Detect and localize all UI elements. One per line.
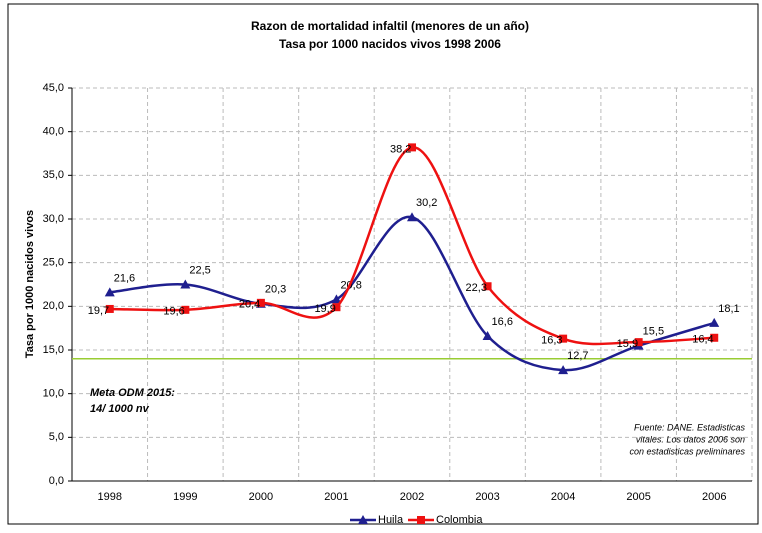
x-tick-label: 1998 — [98, 491, 122, 503]
y-tick-label: 40,0 — [43, 126, 64, 138]
marker — [710, 333, 719, 342]
data-label: 30,2 — [416, 197, 437, 209]
data-label: 19,6 — [163, 306, 184, 318]
x-tick-label: 1999 — [173, 491, 197, 503]
data-label: 16,4 — [692, 334, 713, 346]
source-note: con estadisticas preliminares — [629, 446, 745, 456]
legend-marker — [417, 516, 425, 524]
data-label: 20,3 — [265, 284, 286, 296]
data-label: 16,3 — [541, 335, 562, 347]
data-label: 38,2 — [390, 143, 411, 155]
marker — [483, 282, 492, 291]
chart-subtitle: Tasa por 1000 nacidos vivos 1998 2006 — [279, 37, 501, 51]
data-label: 15,9 — [617, 338, 638, 350]
legend-label: Colombia — [436, 514, 483, 526]
y-tick-label: 25,0 — [43, 257, 64, 269]
marker — [482, 331, 493, 341]
data-label: 18,1 — [718, 303, 739, 315]
series-line — [109, 146, 715, 346]
y-tick-label: 45,0 — [43, 82, 64, 94]
marker — [331, 294, 342, 304]
y-tick-label: 5,0 — [49, 431, 64, 443]
target-label: 14/ 1000 nv — [90, 403, 150, 415]
y-tick-label: 35,0 — [43, 169, 64, 181]
marker — [104, 287, 115, 297]
y-tick-label: 15,0 — [43, 344, 64, 356]
data-label: 20,4 — [239, 299, 260, 311]
marker — [558, 365, 569, 375]
legend-label: Huila — [378, 514, 404, 526]
x-tick-label: 2004 — [551, 491, 575, 503]
y-tick-label: 10,0 — [43, 388, 64, 400]
marker — [559, 334, 568, 343]
source-note: Fuente: DANE. Estadisticas — [634, 422, 746, 432]
x-tick-label: 2002 — [400, 491, 424, 503]
data-label: 22,3 — [466, 282, 487, 294]
marker — [256, 298, 265, 307]
data-label: 19,9 — [314, 303, 335, 315]
marker — [105, 304, 114, 313]
x-tick-label: 2003 — [475, 491, 499, 503]
y-tick-label: 30,0 — [43, 213, 64, 225]
marker — [408, 143, 416, 152]
data-label: 16,6 — [492, 316, 513, 328]
data-label: 21,6 — [114, 272, 135, 284]
marker — [332, 303, 341, 312]
source-note: vitales. Los datos 2006 son — [636, 434, 745, 444]
data-label: 19,7 — [88, 305, 109, 317]
data-label: 15,5 — [643, 326, 664, 338]
legend-marker — [358, 515, 368, 524]
x-tick-label: 2005 — [626, 491, 650, 503]
marker — [407, 212, 417, 222]
y-tick-label: 0,0 — [49, 475, 64, 487]
marker — [180, 279, 191, 289]
marker — [181, 305, 190, 314]
data-label: 22,5 — [189, 264, 210, 276]
y-axis-label: Tasa por 1000 nacidos vivos — [24, 210, 36, 358]
y-tick-label: 20,0 — [43, 300, 64, 312]
frame — [7, 3, 759, 525]
x-tick-label: 2001 — [324, 491, 348, 503]
marker — [709, 317, 720, 327]
chart-title: Razon de mortalidad infaltil (menores de… — [251, 19, 529, 33]
target-label: Meta ODM 2015: — [90, 387, 175, 399]
data-label: 12,7 — [567, 350, 588, 362]
marker — [634, 338, 643, 347]
x-tick-label: 2000 — [249, 491, 273, 503]
data-label: 20,8 — [340, 279, 361, 291]
x-tick-label: 2006 — [702, 491, 726, 503]
